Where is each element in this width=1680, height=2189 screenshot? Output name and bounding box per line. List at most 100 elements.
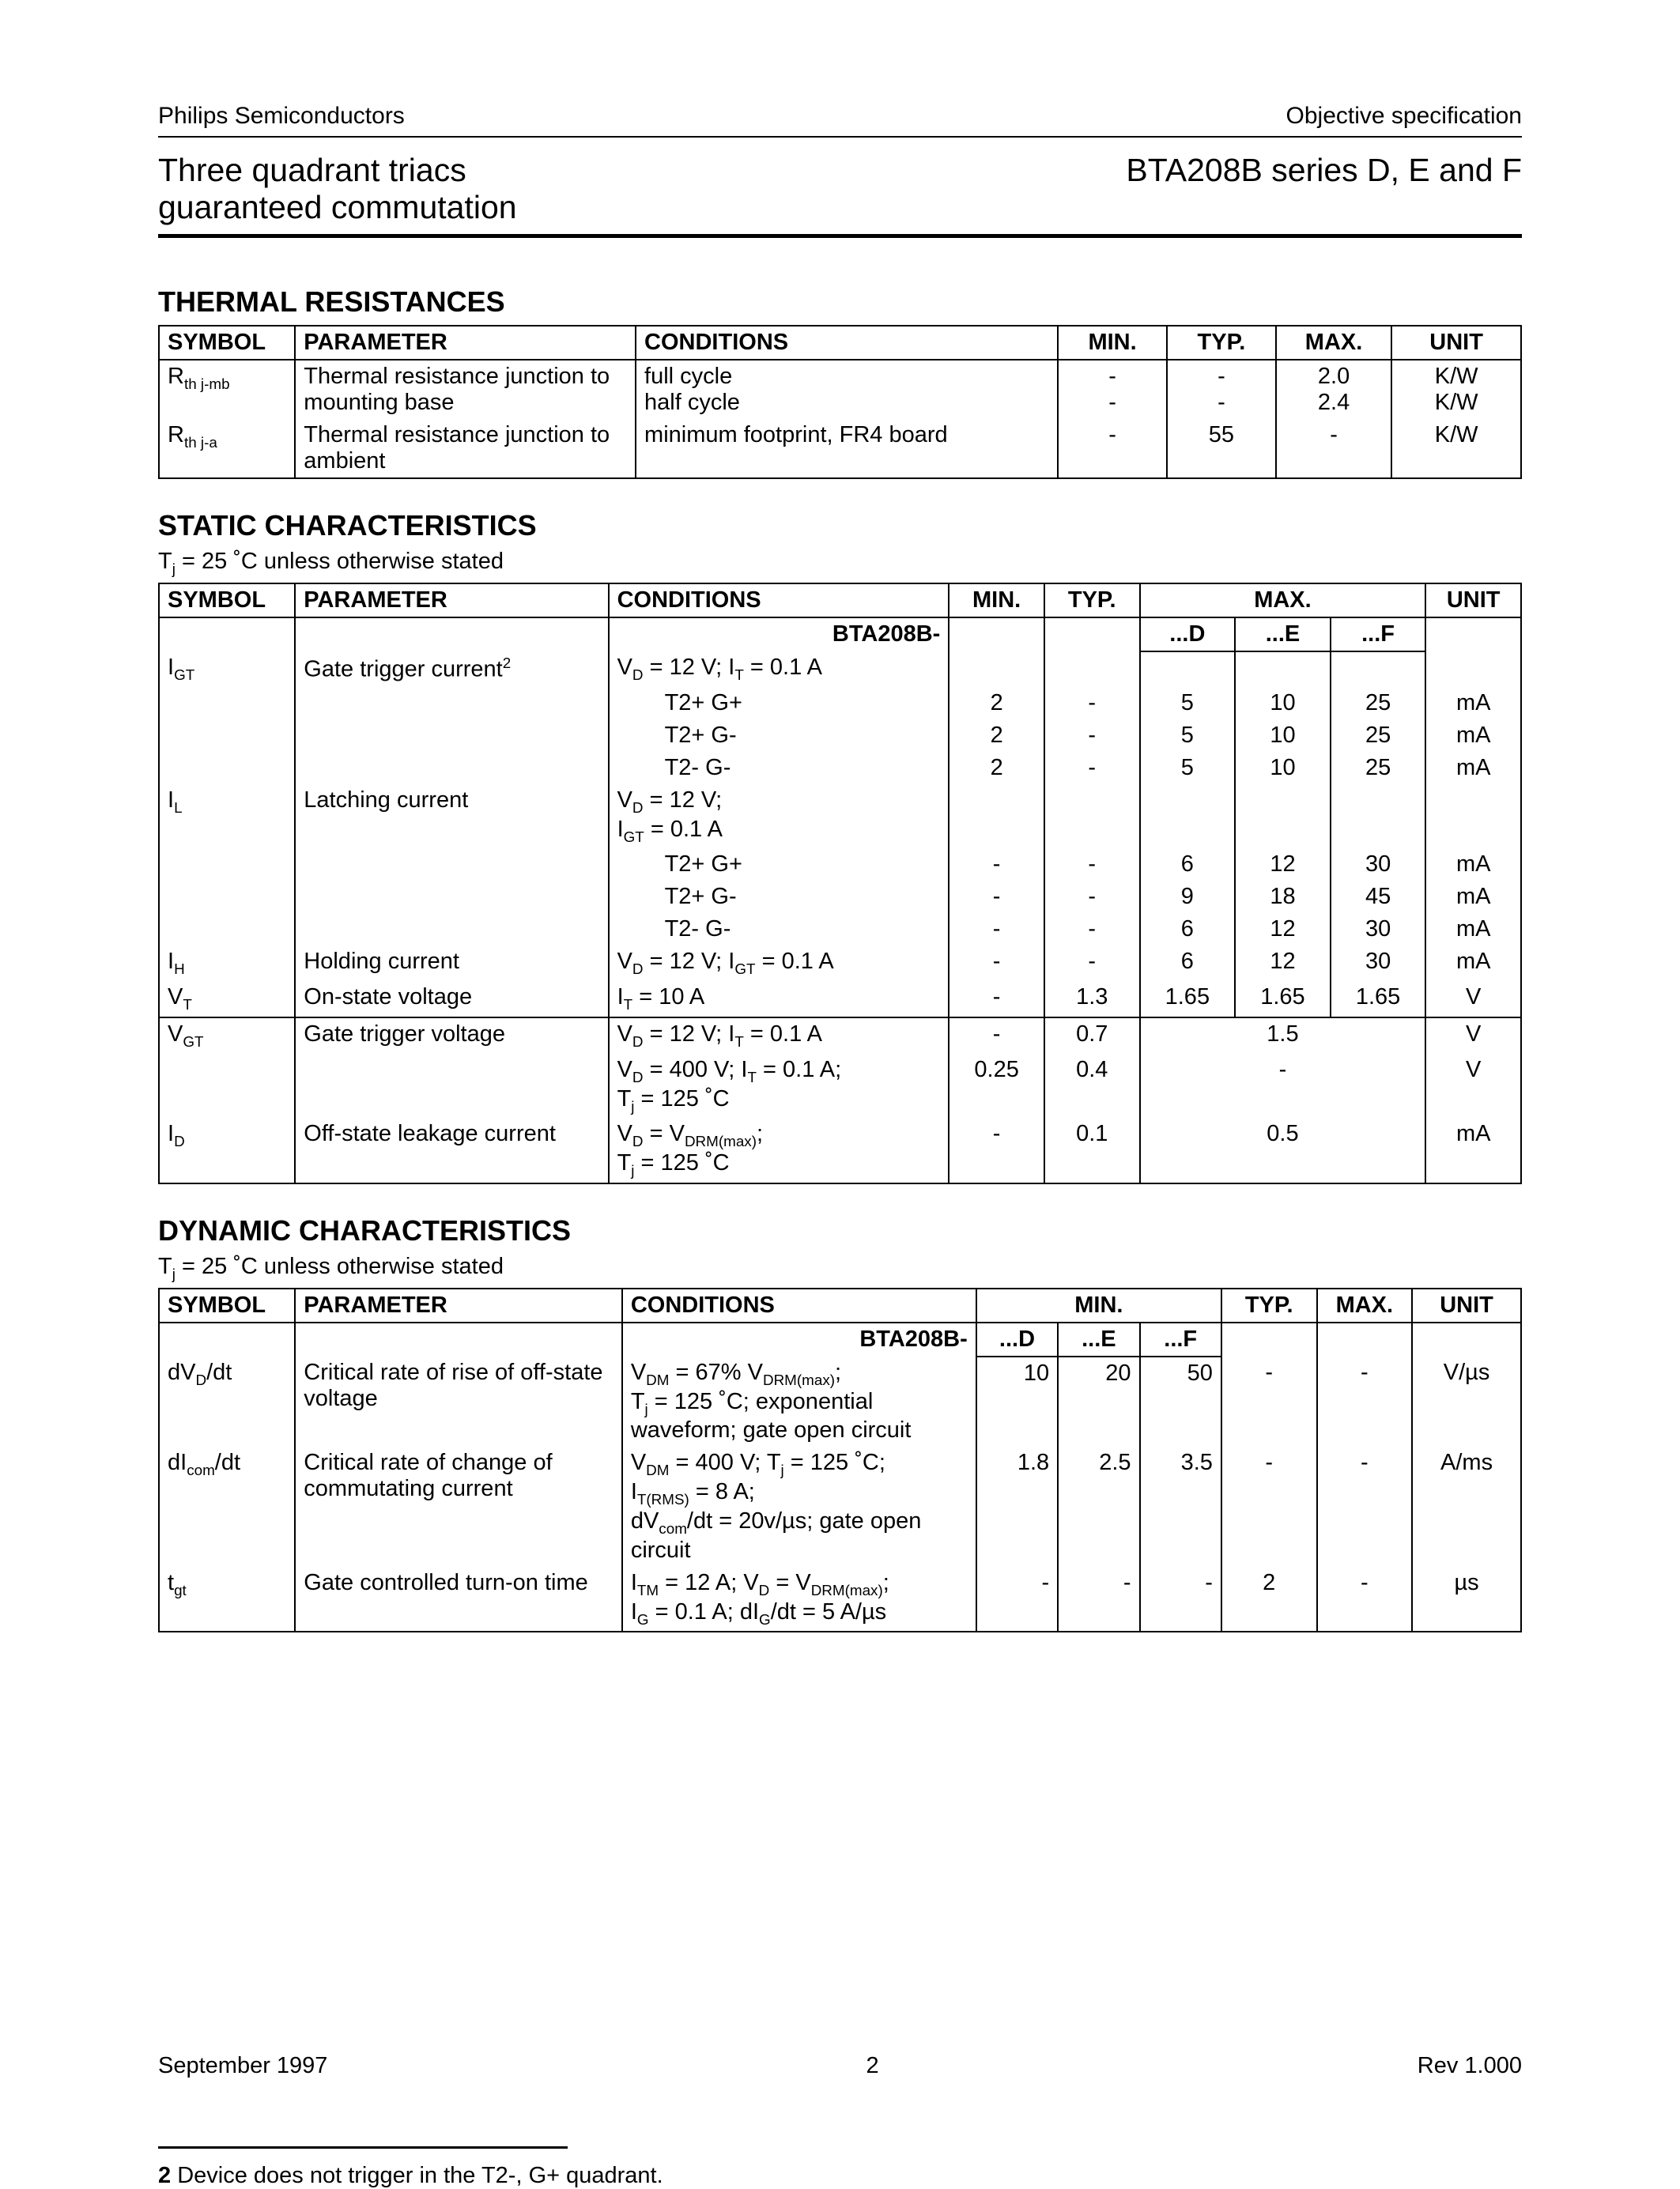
title-right: BTA208B series D, E and F: [1126, 152, 1522, 189]
table-cell: 25: [1331, 752, 1426, 784]
table-cell: -: [1140, 1567, 1221, 1632]
dynamic-col: SYMBOL: [159, 1289, 295, 1323]
table-cell: -: [1044, 719, 1140, 752]
table-cell: mA: [1425, 913, 1521, 945]
title-left: Three quadrant triacs guaranteed commuta…: [158, 152, 517, 226]
static-col: MAX.: [1140, 583, 1426, 617]
table-cell: 55: [1167, 419, 1276, 478]
table-cell: ITM = 12 A; VD = VDRM(max);IG = 0.1 A; d…: [622, 1567, 976, 1632]
header-right: Objective specification: [1286, 103, 1522, 130]
table-cell: dIcom/dt: [159, 1447, 295, 1566]
table-cell: 50: [1140, 1357, 1221, 1447]
static-table: SYMBOLPARAMETERCONDITIONSMIN.TYP.MAX.UNI…: [158, 583, 1522, 1184]
table-cell: mA: [1425, 881, 1521, 913]
table-cell: -: [1044, 848, 1140, 881]
footer-right: Rev 1.000: [1418, 2053, 1522, 2079]
table-cell: IH: [159, 945, 295, 981]
table-cell: 45: [1331, 881, 1426, 913]
thermal-col: UNIT: [1391, 326, 1521, 360]
footer-left: September 1997: [158, 2053, 327, 2079]
table-cell: [159, 848, 295, 881]
dynamic-sub: [159, 1323, 295, 1357]
table-cell: 30: [1331, 848, 1426, 881]
table-cell: -: [1058, 419, 1167, 478]
table-cell: 6: [1140, 913, 1236, 945]
table-cell: Gate trigger current2: [295, 651, 608, 687]
table-cell: 5: [1140, 752, 1236, 784]
static-sub: ...F: [1331, 617, 1426, 651]
table-cell: [295, 687, 608, 719]
table-cell: minimum footprint, FR4 board: [636, 419, 1058, 478]
table-cell: -: [949, 881, 1044, 913]
dynamic-sub: [295, 1323, 622, 1357]
table-cell: T2+ G-: [609, 881, 949, 913]
table-cell: [295, 848, 608, 881]
table-cell: 25: [1331, 687, 1426, 719]
table-cell: [1425, 784, 1521, 849]
table-cell: 0.7: [1044, 1017, 1140, 1054]
table-cell: -: [1140, 1054, 1426, 1119]
table-cell: 12: [1235, 848, 1331, 881]
static-col: UNIT: [1425, 583, 1521, 617]
title-left-line2: guaranteed commutation: [158, 189, 517, 226]
table-cell: 2: [949, 687, 1044, 719]
table-cell: 1.65: [1235, 981, 1331, 1017]
table-cell: 12: [1235, 945, 1331, 981]
table-cell: -: [1044, 752, 1140, 784]
table-cell: Rth j-a: [159, 419, 295, 478]
table-cell: [1044, 784, 1140, 849]
thermal-table: SYMBOLPARAMETERCONDITIONSMIN.TYP.MAX.UNI…: [158, 325, 1522, 479]
table-cell: 6: [1140, 848, 1236, 881]
static-sub: [949, 617, 1044, 651]
table-cell: [295, 1054, 608, 1119]
thermal-col: TYP.: [1167, 326, 1276, 360]
dynamic-col: PARAMETER: [295, 1289, 622, 1323]
table-cell: T2- G-: [609, 913, 949, 945]
thermal-col: SYMBOL: [159, 326, 295, 360]
table-cell: T2+ G+: [609, 687, 949, 719]
table-cell: -: [1044, 913, 1140, 945]
table-cell: -: [949, 945, 1044, 981]
static-col: PARAMETER: [295, 583, 608, 617]
header-rule: [158, 136, 1522, 138]
table-cell: -: [1044, 687, 1140, 719]
table-cell: -: [1044, 881, 1140, 913]
dynamic-sub: ...E: [1058, 1323, 1139, 1357]
static-heading: STATIC CHARACTERISTICS: [158, 509, 1522, 542]
static-sub: [1044, 617, 1140, 651]
table-cell: [949, 784, 1044, 849]
table-cell: [1331, 651, 1426, 687]
table-cell: -: [1317, 1567, 1413, 1632]
table-cell: --: [1167, 360, 1276, 419]
table-cell: -: [949, 981, 1044, 1017]
table-cell: 2: [1221, 1567, 1317, 1632]
table-cell: [159, 687, 295, 719]
table-cell: 10: [1235, 687, 1331, 719]
dynamic-sub: BTA208B-: [622, 1323, 976, 1357]
dynamic-heading: DYNAMIC CHARACTERISTICS: [158, 1214, 1522, 1247]
table-cell: [295, 752, 608, 784]
table-cell: [159, 719, 295, 752]
table-cell: 2.5: [1058, 1447, 1139, 1566]
table-cell: Gate controlled turn-on time: [295, 1567, 622, 1632]
table-cell: 6: [1140, 945, 1236, 981]
dynamic-sub: Tj = 25 ˚C unless otherwise stated: [158, 1254, 1522, 1283]
footnote-rule: [158, 2146, 568, 2149]
static-col: SYMBOL: [159, 583, 295, 617]
table-cell: -: [1276, 419, 1391, 478]
table-cell: 25: [1331, 719, 1426, 752]
thick-rule: [158, 234, 1522, 238]
table-cell: Rth j-mb: [159, 360, 295, 419]
table-cell: Gate trigger voltage: [295, 1017, 608, 1054]
table-cell: mA: [1425, 687, 1521, 719]
table-cell: -: [949, 1118, 1044, 1183]
table-cell: 1.5: [1140, 1017, 1426, 1054]
table-cell: 18: [1235, 881, 1331, 913]
table-cell: 10: [1235, 719, 1331, 752]
table-cell: [1044, 651, 1140, 687]
table-cell: [1140, 651, 1236, 687]
dynamic-col: CONDITIONS: [622, 1289, 976, 1323]
table-cell: V: [1425, 1017, 1521, 1054]
table-cell: Latching current: [295, 784, 608, 849]
static-col: MIN.: [949, 583, 1044, 617]
